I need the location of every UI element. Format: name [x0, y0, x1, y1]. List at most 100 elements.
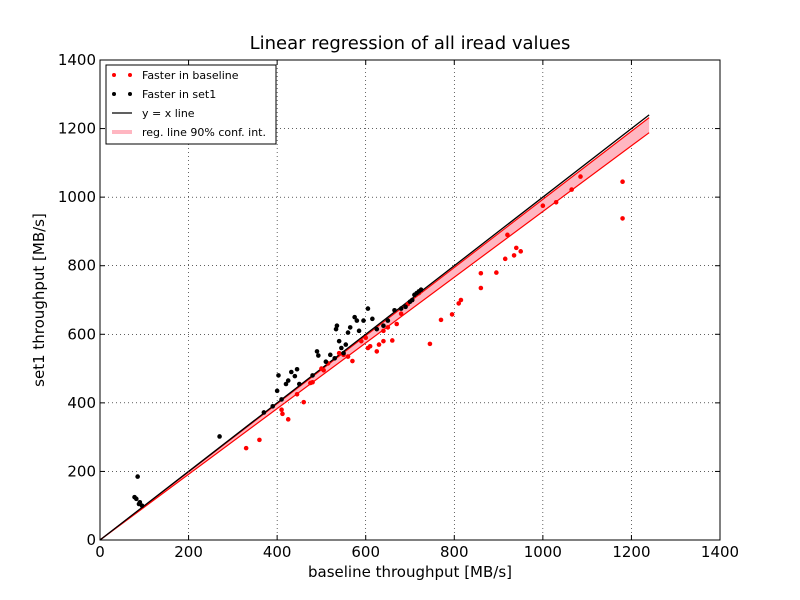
point-faster-in-baseline	[513, 245, 519, 251]
point-faster-in-baseline	[427, 341, 433, 347]
y-tick-label: 0	[86, 531, 96, 549]
axis-ticks: 0 200 400 600 800 1000 1200 1400 0 200 400 600 800 10…	[58, 51, 739, 561]
point-faster-in-set1	[392, 307, 397, 313]
point-faster-in-set1	[345, 330, 351, 335]
point-faster-in-set1	[289, 369, 294, 375]
x-tick-label: 800	[440, 543, 469, 561]
chart-title: Linear regression of all iread values	[250, 33, 571, 54]
point-faster-in-set1	[361, 318, 366, 323]
point-faster-in-set1	[374, 326, 380, 332]
legend-marker	[112, 92, 116, 96]
point-faster-in-set1	[403, 304, 408, 310]
point-faster-in-baseline	[620, 179, 625, 185]
x-tick-label: 0	[95, 543, 105, 561]
point-faster-in-baseline	[578, 174, 583, 179]
point-faster-in-baseline	[301, 399, 307, 405]
point-faster-in-baseline	[394, 321, 400, 327]
point-faster-in-baseline	[310, 379, 315, 385]
point-faster-in-set1	[310, 373, 315, 378]
point-faster-in-baseline	[449, 312, 455, 317]
x-axis-label: baseline throughput [MB/s]	[308, 563, 512, 581]
point-faster-in-baseline	[438, 317, 444, 323]
point-faster-in-set1	[314, 349, 320, 354]
identity-line	[99, 114, 650, 541]
point-faster-in-set1	[418, 287, 424, 293]
point-faster-in-set1	[365, 306, 371, 311]
y-axis-label: set1 throughput [MB/s]	[30, 213, 48, 387]
point-faster-in-set1	[274, 388, 280, 394]
point-faster-in-set1	[296, 381, 302, 387]
x-tick-label: 200	[174, 543, 203, 561]
point-faster-in-baseline	[569, 187, 574, 192]
point-faster-in-baseline	[385, 325, 391, 330]
x-tick-label: 400	[263, 543, 292, 561]
point-faster-in-set1	[283, 381, 289, 387]
point-faster-in-set1	[316, 353, 321, 358]
point-faster-in-baseline	[279, 407, 284, 413]
x-tick-label: 1200	[612, 543, 650, 561]
point-faster-in-set1	[323, 359, 329, 365]
point-faster-in-baseline	[553, 199, 559, 205]
grid-lines	[100, 60, 720, 540]
point-faster-in-baseline	[358, 338, 364, 344]
y-tick-label: 1000	[58, 188, 96, 206]
point-faster-in-set1	[327, 352, 333, 358]
point-faster-in-baseline	[294, 391, 300, 397]
point-faster-in-set1	[341, 350, 346, 356]
point-faster-in-set1	[217, 434, 222, 439]
point-faster-in-baseline	[389, 338, 395, 343]
point-faster-in-baseline	[257, 437, 262, 443]
legend-label: y = x line	[142, 107, 195, 120]
x-tick-label: 1000	[524, 543, 562, 561]
point-faster-in-set1	[339, 345, 344, 351]
point-faster-in-baseline	[511, 253, 517, 258]
point-faster-in-set1	[352, 314, 357, 320]
point-faster-in-baseline	[494, 270, 499, 275]
legend-band	[112, 130, 132, 134]
point-faster-in-set1	[356, 328, 362, 334]
point-faster-in-set1	[137, 499, 143, 505]
point-faster-in-baseline	[350, 358, 355, 364]
y-tick-label: 400	[67, 394, 96, 412]
y-tick-label: 800	[67, 257, 96, 275]
point-faster-in-baseline	[363, 335, 369, 341]
x-tick-label: 600	[351, 543, 380, 561]
point-faster-in-set1	[332, 355, 338, 361]
legend-label: Faster in set1	[142, 88, 216, 101]
point-faster-in-set1	[336, 338, 342, 344]
point-faster-in-baseline	[458, 297, 464, 303]
point-faster-in-baseline	[345, 354, 351, 359]
point-faster-in-baseline	[321, 367, 326, 373]
point-faster-in-set1	[409, 297, 415, 303]
y-tick-label: 600	[67, 325, 96, 343]
point-faster-in-set1	[134, 496, 139, 502]
point-faster-in-baseline	[374, 349, 380, 354]
point-faster-in-set1	[343, 342, 349, 347]
x-tick-label: 1400	[701, 543, 739, 561]
point-faster-in-set1	[381, 323, 386, 329]
point-faster-in-baseline	[381, 328, 386, 334]
point-faster-in-set1	[270, 403, 276, 409]
y-tick-label: 200	[67, 462, 96, 480]
legend: Faster in baseline Faster in set1 y = x li…	[105, 64, 277, 145]
point-faster-in-set1	[261, 410, 267, 415]
point-faster-in-set1	[292, 373, 298, 379]
legend-box	[105, 64, 277, 145]
point-faster-in-set1	[347, 325, 353, 330]
point-faster-in-set1	[398, 306, 404, 311]
point-faster-in-baseline	[505, 232, 510, 238]
legend-marker	[128, 73, 132, 77]
legend-label: reg. line 90% conf. int.	[142, 126, 266, 139]
point-faster-in-baseline	[478, 270, 484, 276]
y-tick-label: 1200	[58, 120, 96, 138]
point-faster-in-set1	[354, 318, 360, 323]
point-faster-in-set1	[135, 474, 140, 479]
point-faster-in-baseline	[456, 301, 462, 306]
point-faster-in-baseline	[398, 311, 404, 317]
point-faster-in-baseline	[280, 411, 285, 417]
point-faster-in-set1	[294, 366, 300, 372]
point-faster-in-baseline	[518, 249, 524, 254]
legend-marker	[112, 73, 116, 77]
point-faster-in-baseline	[285, 417, 291, 422]
